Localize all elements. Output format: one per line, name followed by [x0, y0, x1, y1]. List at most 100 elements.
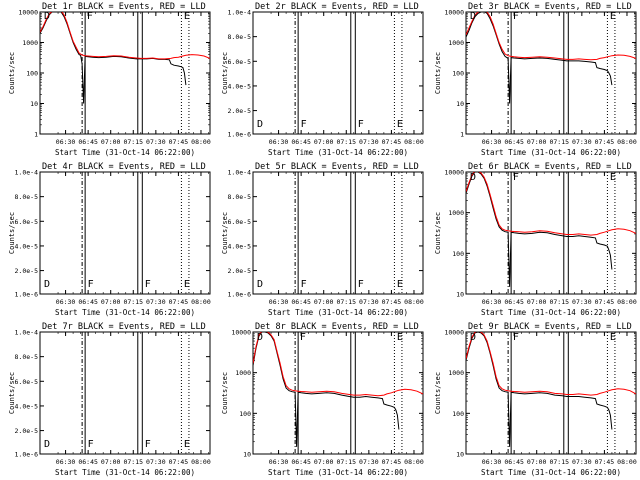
x-axis-label: Start Time (31-Oct-14 06:22:00): [268, 468, 408, 477]
x-tick-label: 07:15: [123, 458, 143, 466]
state-letter: E: [610, 172, 616, 183]
panel-title: Det 4r BLACK = Events, RED = LLD: [42, 162, 206, 172]
y-tick-label: 8.0e-5: [15, 353, 39, 361]
panel-title: Det 5r BLACK = Events, RED = LLD: [255, 162, 419, 172]
x-tick-label: 06:45: [78, 298, 98, 306]
y-tick-label: 2.0e-5: [228, 267, 252, 275]
y-tick-label: 8.0e-5: [15, 193, 39, 201]
x-tick-label: 07:30: [146, 458, 166, 466]
panel-title: Det 1r BLACK = Events, RED = LLD: [42, 2, 206, 12]
panel-title: Det 3r BLACK = Events, RED = LLD: [468, 2, 632, 12]
x-tick-label: 07:15: [336, 458, 356, 466]
state-letter: F: [301, 119, 307, 130]
x-tick-label: 07:15: [336, 298, 356, 306]
x-tick-label: 06:45: [291, 298, 311, 306]
panel-title: Det 7r BLACK = Events, RED = LLD: [42, 322, 206, 332]
y-axis-label: Counts/sec: [434, 52, 442, 94]
y-tick-label: 100: [26, 70, 38, 78]
x-tick-label: 06:30: [482, 298, 502, 306]
y-tick-label: 10: [30, 100, 38, 108]
y-tick-label: 1.0e-6: [228, 291, 252, 299]
x-tick-label: 06:30: [56, 138, 76, 146]
state-letter: E: [184, 11, 190, 22]
state-letter: E: [610, 332, 616, 343]
y-axis-label: Counts/sec: [8, 52, 16, 94]
x-axis-label: Start Time (31-Oct-14 06:22:00): [481, 308, 621, 317]
x-tick-label: 06:30: [56, 458, 76, 466]
y-tick-label: 10: [456, 100, 464, 108]
x-tick-label: 07:00: [101, 298, 121, 306]
x-tick-label: 08:00: [617, 458, 637, 466]
state-letter: E: [184, 279, 190, 290]
x-tick-label: 06:30: [56, 298, 76, 306]
series-line-lld: [466, 332, 636, 396]
x-tick-label: 08:00: [404, 458, 424, 466]
x-tick-label: 06:45: [78, 138, 98, 146]
series-line-lld: [466, 12, 636, 61]
series-group: [466, 172, 636, 287]
x-tick-label: 06:45: [504, 298, 524, 306]
state-letter: E: [397, 332, 403, 343]
x-tick-label: 07:45: [595, 138, 615, 146]
x-axis-label: Start Time (31-Oct-14 06:22:00): [55, 468, 195, 477]
y-tick-label: 10: [456, 451, 464, 459]
x-tick-label: 08:00: [191, 458, 211, 466]
y-tick-label: 1000: [448, 209, 464, 217]
plot-frame: [252, 11, 424, 135]
y-tick-label: 1.0e-6: [228, 131, 252, 139]
x-tick-label: 07:45: [169, 298, 189, 306]
y-axis-label: Counts/sec: [434, 212, 442, 254]
y-tick-label: 4.0e-5: [228, 242, 252, 250]
state-letter: F: [87, 11, 93, 22]
panel-det-6: Det 6r BLACK = Events, RED = LLD Counts/s…: [434, 162, 637, 317]
panel-title: Det 6r BLACK = Events, RED = LLD: [468, 162, 632, 172]
x-tick-label: 07:00: [527, 458, 547, 466]
y-tick-label: 1000: [235, 369, 251, 377]
x-tick-label: 07:30: [572, 138, 592, 146]
x-tick-label: 06:30: [269, 458, 289, 466]
state-letter: D: [470, 11, 476, 22]
y-tick-label: 1.0e-4: [15, 169, 39, 177]
x-axis-label: Start Time (31-Oct-14 06:22:00): [268, 308, 408, 317]
y-tick-label: 1.0e-4: [15, 329, 39, 337]
x-tick-label: 07:45: [382, 298, 402, 306]
x-tick-label: 06:30: [269, 298, 289, 306]
x-tick-label: 08:00: [191, 138, 211, 146]
x-tick-label: 07:30: [359, 458, 379, 466]
series-line-events: [40, 12, 187, 104]
x-axis-label: Start Time (31-Oct-14 06:22:00): [481, 468, 621, 477]
state-letter: E: [184, 439, 190, 450]
x-tick-label: 07:15: [123, 298, 143, 306]
plot-frame: [252, 331, 424, 455]
state-letter: F: [88, 279, 94, 290]
x-tick-label: 08:00: [191, 298, 211, 306]
x-tick-label: 07:30: [572, 298, 592, 306]
x-tick-label: 07:30: [359, 298, 379, 306]
y-tick-label: 6.0e-5: [228, 218, 252, 226]
y-tick-label: 4.0e-5: [15, 242, 39, 250]
panel-title: Det 9r BLACK = Events, RED = LLD: [468, 322, 632, 332]
y-tick-label: 10000: [444, 329, 464, 337]
x-tick-label: 07:15: [336, 138, 356, 146]
state-letter: E: [397, 119, 403, 130]
y-axis-label: Counts/sec: [8, 212, 16, 254]
state-letter: E: [397, 279, 403, 290]
y-tick-label: 10: [456, 291, 464, 299]
y-tick-label: 1.0e-6: [15, 451, 39, 459]
x-tick-label: 07:45: [595, 458, 615, 466]
panel-det-4: Det 4r BLACK = Events, RED = LLD Counts/s…: [8, 162, 211, 317]
series-group: [466, 332, 636, 447]
x-tick-label: 07:00: [527, 298, 547, 306]
y-tick-label: 1.0e-6: [15, 291, 39, 299]
series-line-events: [466, 332, 613, 447]
series-group: [466, 12, 636, 104]
y-tick-label: 1000: [448, 39, 464, 47]
x-tick-label: 07:00: [101, 138, 121, 146]
series-group: [253, 332, 423, 447]
y-tick-label: 2.0e-5: [228, 107, 252, 115]
x-tick-label: 08:00: [617, 138, 637, 146]
y-tick-label: 10000: [231, 329, 251, 337]
y-tick-label: 10000: [444, 169, 464, 177]
x-tick-label: 07:45: [595, 298, 615, 306]
